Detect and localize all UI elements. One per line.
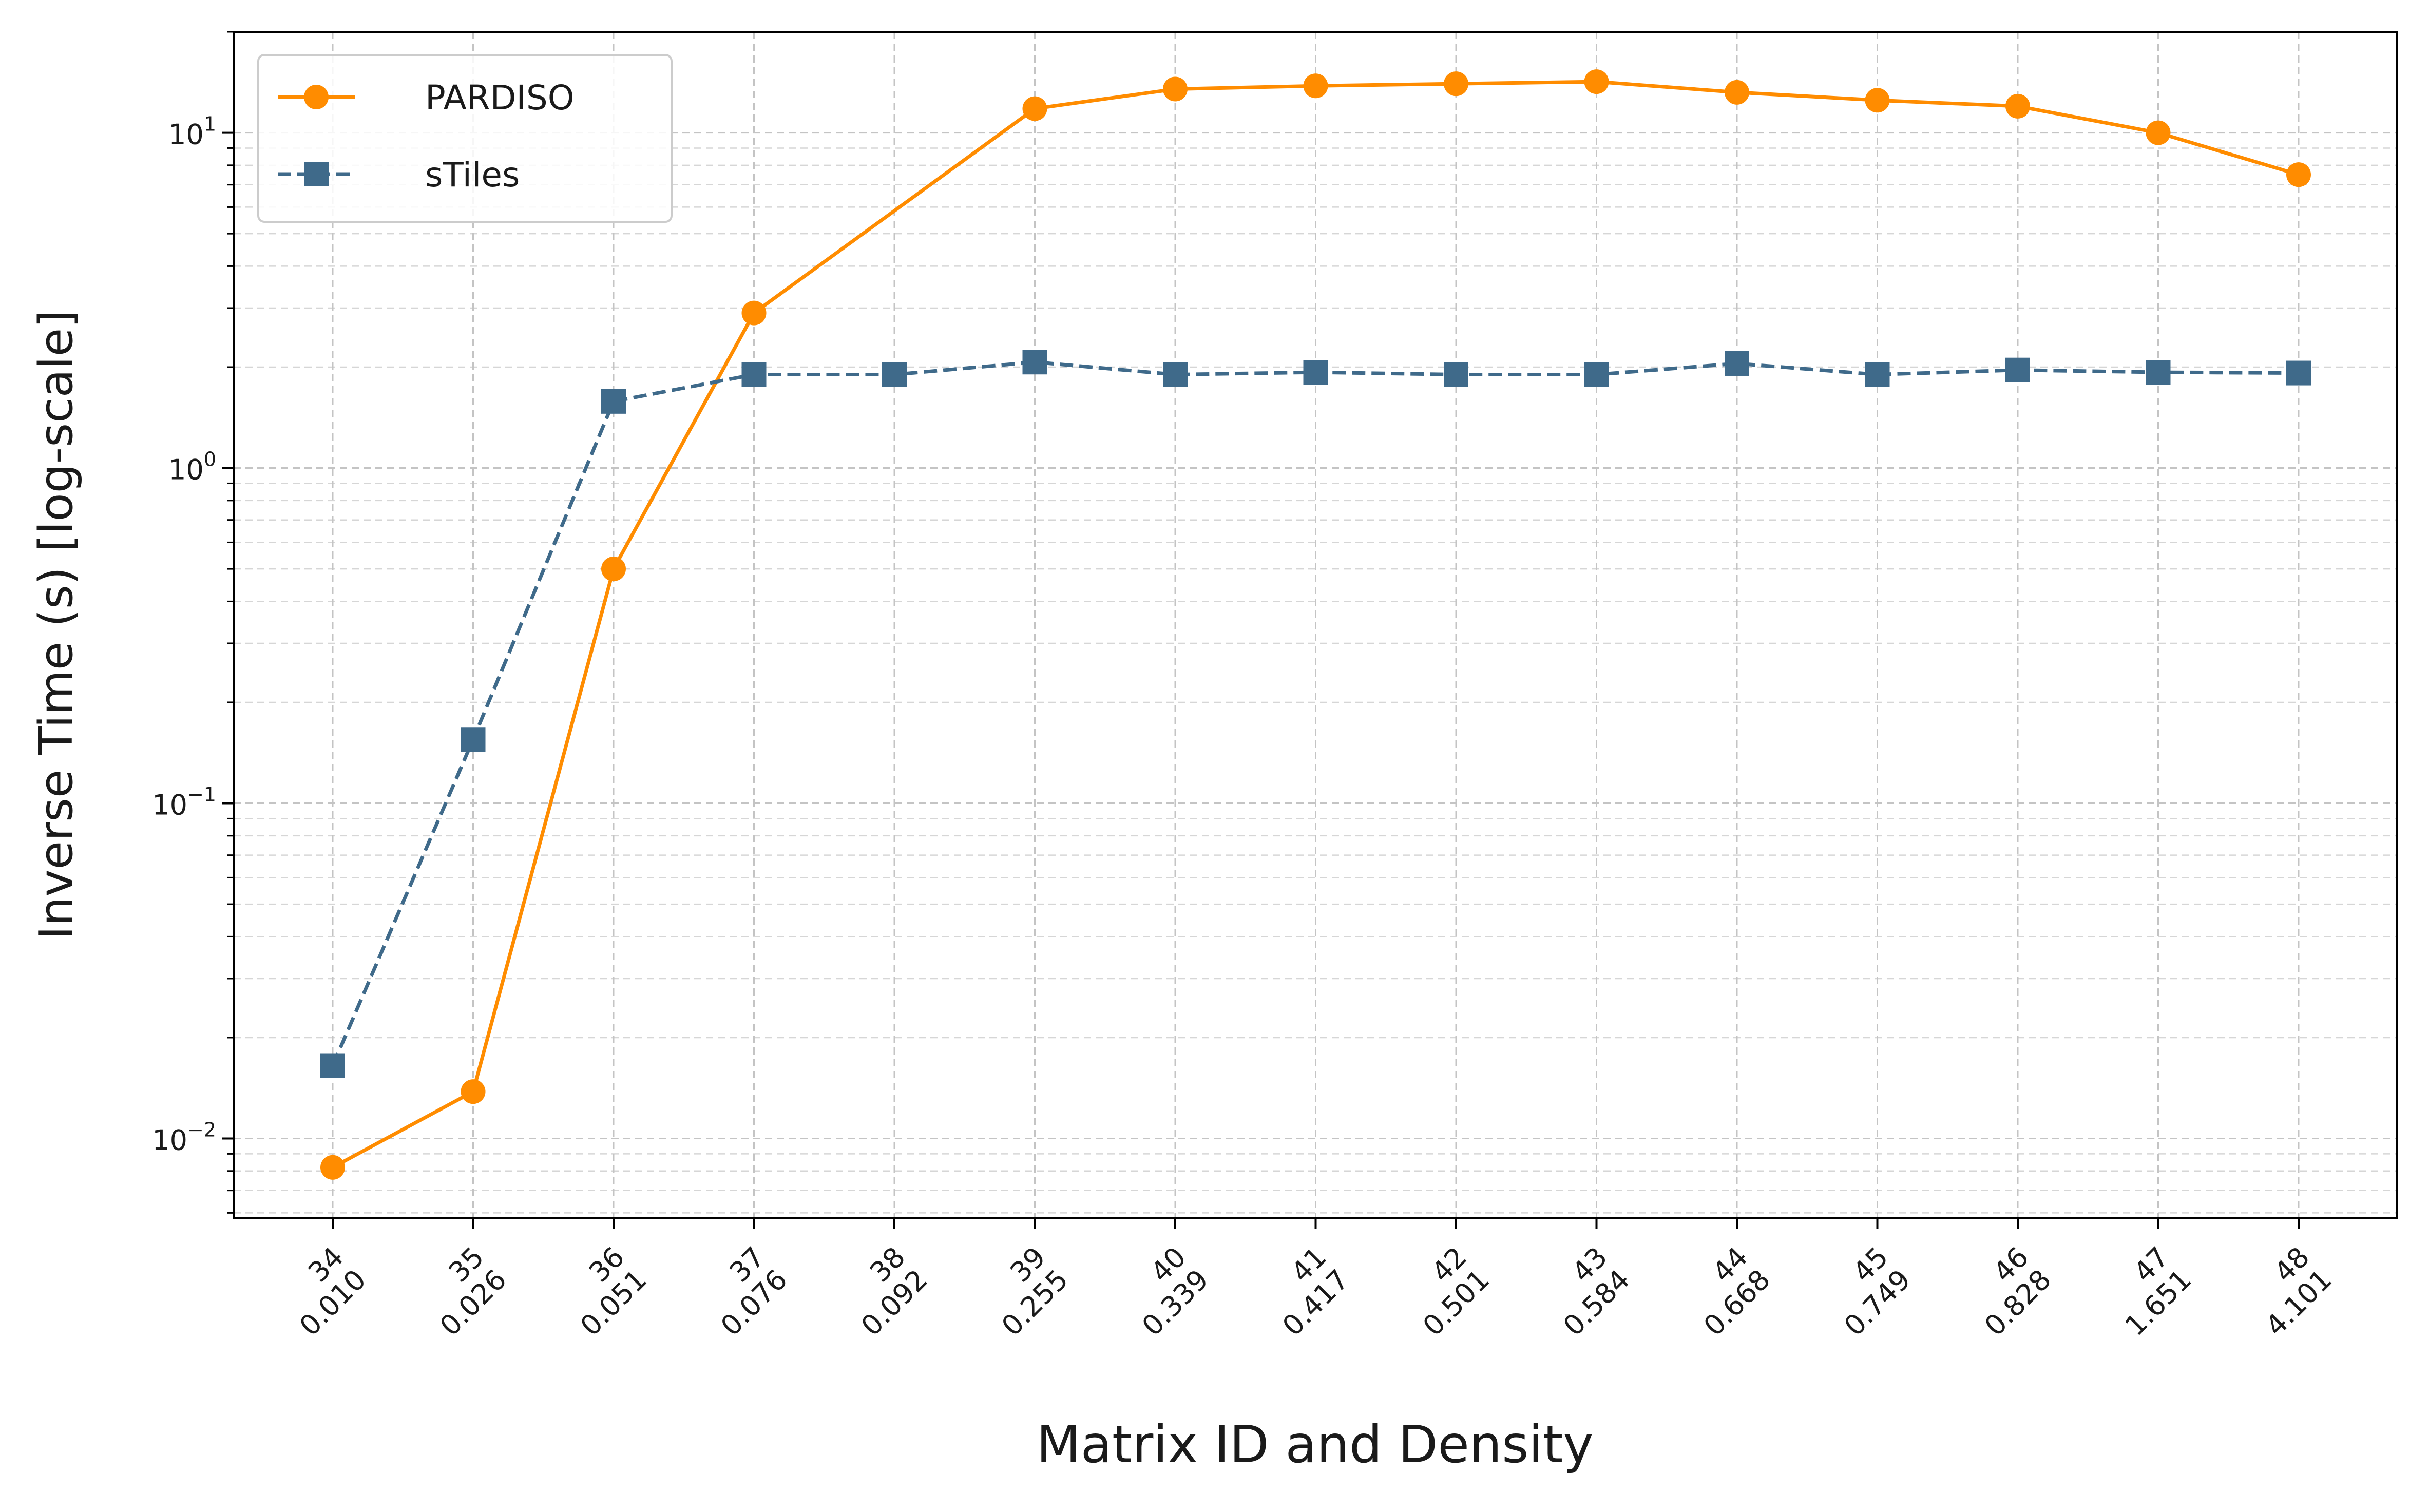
data-point [461,727,486,752]
data-point [1584,69,1609,94]
y-tick-label: 10−2 [152,1119,216,1157]
legend-label: PARDISO [425,78,575,118]
y-tick-label: 100 [168,448,216,486]
data-point [601,389,626,414]
data-point [882,362,907,387]
data-point [1584,362,1609,387]
data-point [1725,351,1749,376]
y-tick-label-exponent: 1 [204,113,216,136]
legend-label: sTiles [425,155,520,195]
data-point [2146,360,2171,385]
data-point [461,1079,486,1104]
data-point [1303,360,1328,385]
y-tick-label-base: 10 [168,119,204,151]
y-tick-label-base: 10 [152,789,187,821]
data-point [1865,88,1890,113]
data-point [1444,71,1468,97]
y-tick-label-base: 10 [168,454,204,486]
y-tick-label-exponent: 0 [204,448,216,471]
data-point [1163,362,1188,387]
y-axis-title: Inverse Time (s) [log-scale] [29,310,83,940]
data-point [2005,93,2030,119]
data-point [320,1155,345,1180]
series-layer [320,69,2311,1180]
data-point [2005,357,2030,382]
y-tick-label: 10−1 [152,783,216,821]
legend-entry: sTiles [278,155,520,195]
data-point [1444,362,1468,387]
y-tick-label-base: 10 [152,1124,187,1157]
legend: PARDISO sTiles [257,54,673,223]
data-point [2146,120,2171,145]
data-point [1303,73,1328,99]
series-pardiso [320,69,2311,1180]
data-point [1865,362,1890,387]
data-point [741,362,767,387]
legend-box [257,54,673,223]
legend-marker [304,162,329,186]
series-stiles [320,350,2311,1078]
legend-entry: PARDISO [278,78,575,118]
y-tick-label-exponent: −2 [187,1119,216,1141]
data-point [1022,350,1047,375]
y-tick-label-exponent: −1 [187,783,216,806]
data-point [1725,80,1749,105]
legend-marker [304,85,329,109]
data-point [601,557,626,582]
data-point [1163,76,1188,102]
data-point [2286,162,2311,187]
data-point [320,1053,345,1078]
x-axis-title: Matrix ID and Density [1036,1414,1593,1475]
data-point [1022,96,1047,121]
data-point [2286,360,2311,386]
y-tick-label: 101 [168,113,216,151]
data-point [741,300,767,326]
series-line [332,80,2300,1169]
